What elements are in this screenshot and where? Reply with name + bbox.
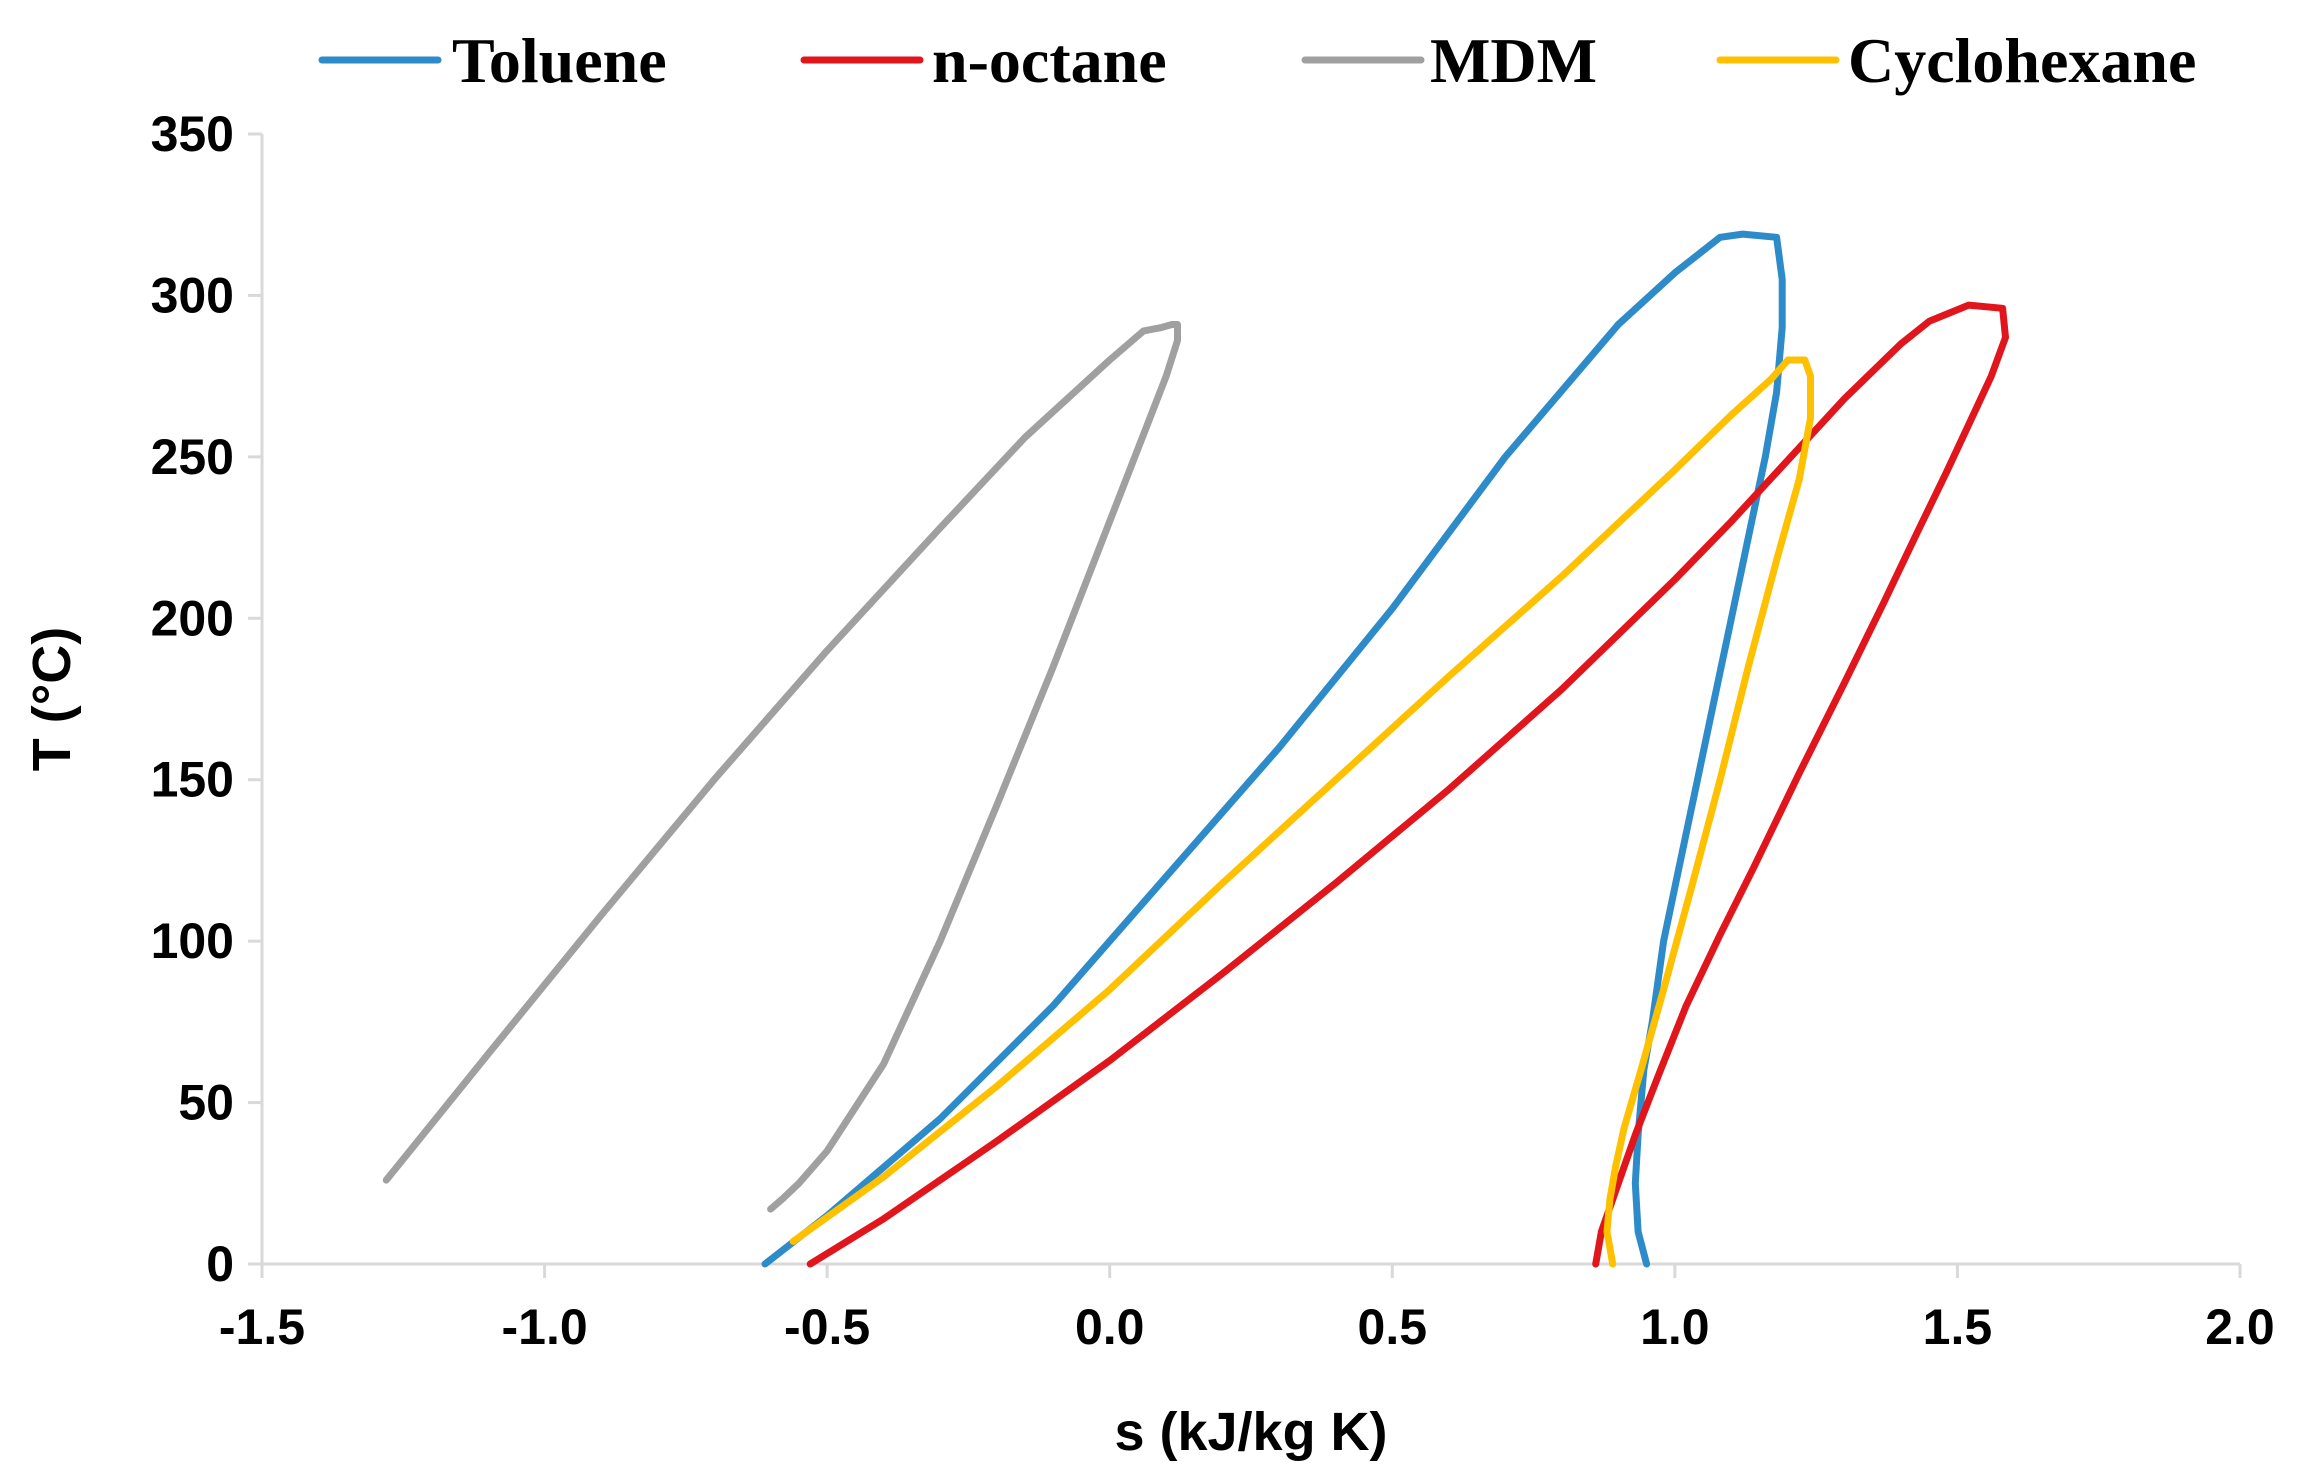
y-ticks: 0 50 100 150 200 250 300 350 <box>151 106 262 1292</box>
x-tick-label: 2.0 <box>2205 1299 2275 1355</box>
y-tick-label: 200 <box>151 590 234 646</box>
series-group <box>382 230 2009 1268</box>
x-tick-label: 0.5 <box>1358 1299 1428 1355</box>
x-axis-title: s (kJ/kg K) <box>1114 1402 1387 1462</box>
axes: 0 50 100 150 200 250 300 350 -1.5 -1.0 -0.5 0.0 0.5… <box>151 106 2275 1355</box>
x-tick-label: 0.0 <box>1075 1299 1145 1355</box>
x-tick-label: -0.5 <box>784 1299 870 1355</box>
legend-label: MDM <box>1430 25 1597 96</box>
y-tick-label: 300 <box>151 267 234 323</box>
y-tick-label: 50 <box>178 1075 234 1131</box>
series-line-cyclohexane <box>789 356 1814 1268</box>
legend-label: n-octane <box>932 25 1167 96</box>
legend: Toluene n-octane MDM Cyclohexane <box>318 25 2196 96</box>
y-tick-label: 0 <box>206 1236 234 1292</box>
y-tick-label: 250 <box>151 429 234 485</box>
x-tick-label: 1.0 <box>1640 1299 1710 1355</box>
legend-label: Toluene <box>452 25 667 96</box>
x-tick-label: -1.0 <box>501 1299 587 1355</box>
series-line-mdm <box>382 321 1181 1213</box>
y-tick-label: 150 <box>151 752 234 808</box>
y-tick-label: 100 <box>151 913 234 969</box>
series-line-n-octane <box>806 301 2009 1268</box>
x-ticks: -1.5 -1.0 -0.5 0.0 0.5 1.0 1.5 2.0 <box>219 1264 2275 1355</box>
y-axis-title: T (°C) <box>22 627 82 772</box>
x-tick-label: 1.5 <box>1923 1299 1993 1355</box>
legend-label: Cyclohexane <box>1848 25 2196 96</box>
y-tick-label: 350 <box>151 106 234 162</box>
x-tick-label: -1.5 <box>219 1299 305 1355</box>
